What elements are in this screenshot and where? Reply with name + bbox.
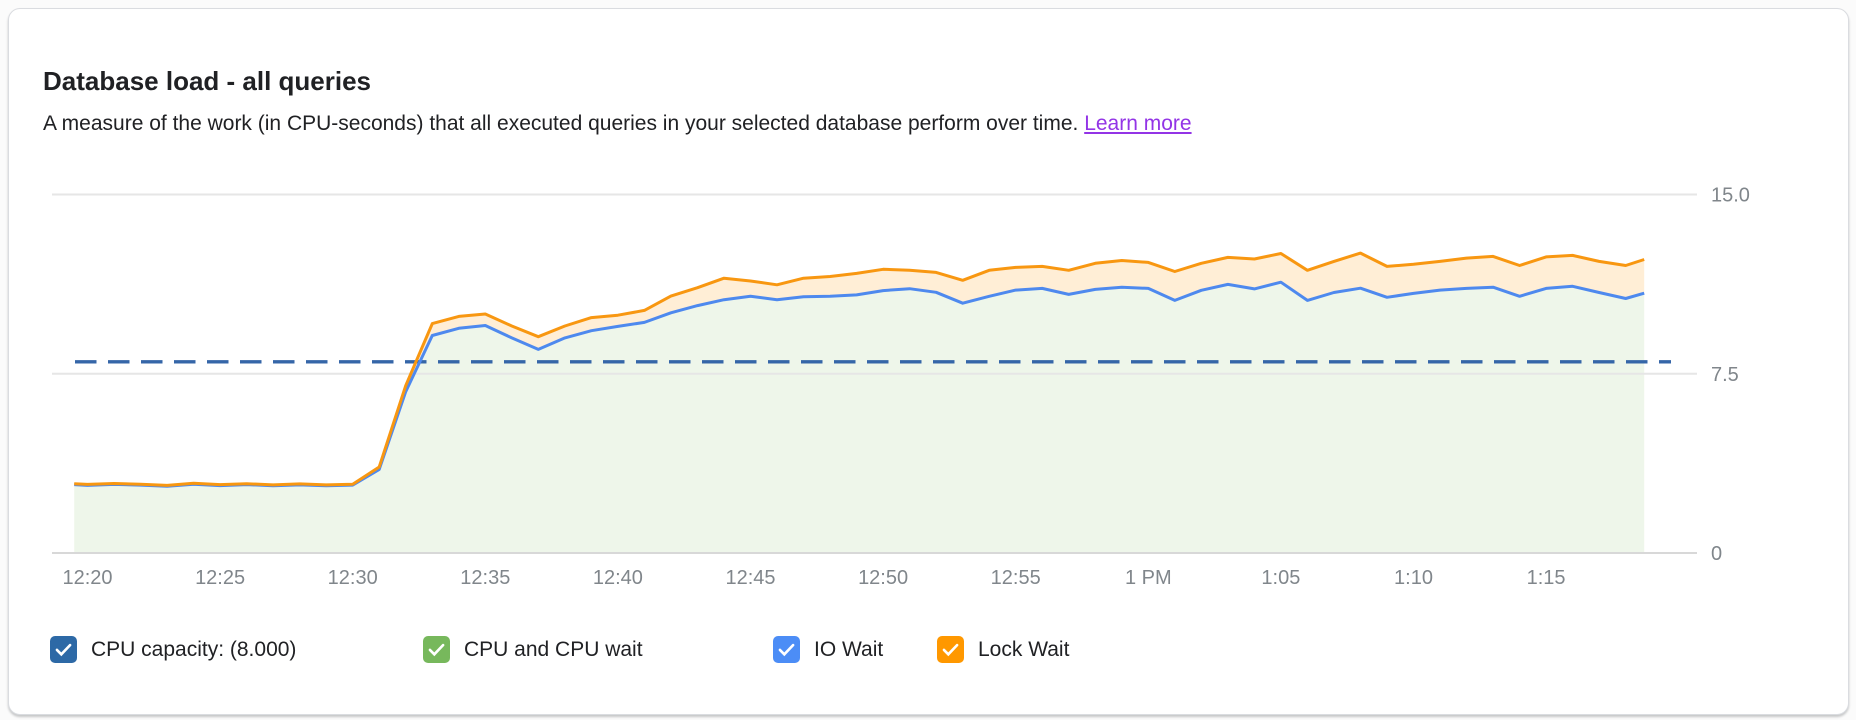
checkmark-icon <box>942 643 959 657</box>
legend-item-io-wait[interactable]: IO Wait <box>773 636 883 663</box>
checkbox-checked-icon[interactable] <box>773 636 800 663</box>
legend-item-label: CPU capacity: (8.000) <box>91 637 297 661</box>
checkbox-checked-icon[interactable] <box>50 636 77 663</box>
legend-item-label: CPU and CPU wait <box>464 637 643 661</box>
page-title: Database load - all queries <box>43 65 372 96</box>
checkbox-checked-icon[interactable] <box>423 636 450 663</box>
checkmark-icon <box>778 643 795 657</box>
learn-more-link[interactable]: Learn more <box>1084 112 1192 135</box>
checkmark-icon <box>55 643 72 657</box>
legend-item-lock-wait[interactable]: Lock Wait <box>937 636 1069 663</box>
legend-item-cpu-and-cpu-wait[interactable]: CPU and CPU wait <box>423 636 643 663</box>
legend-item-label: IO Wait <box>814 637 884 661</box>
legend-item-cpu-capacity[interactable]: CPU capacity: (8.000) <box>50 636 296 663</box>
chart-description: A measure of the work (in CPU-seconds) t… <box>43 112 1192 136</box>
checkmark-icon <box>428 643 445 657</box>
checkbox-checked-icon[interactable] <box>937 636 964 663</box>
chart-description-text: A measure of the work (in CPU-seconds) t… <box>43 112 1079 135</box>
legend-item-label: Lock Wait <box>978 637 1070 661</box>
chart-legend: CPU capacity: (8.000) CPU and CPU wait IO … <box>0 636 1856 670</box>
